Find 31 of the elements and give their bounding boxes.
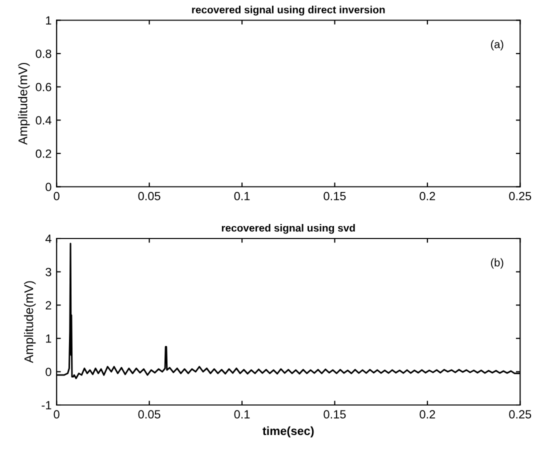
- x-tick-label: 0.25: [509, 410, 532, 419]
- y-tick-label: 0: [46, 182, 52, 192]
- y-axis-title: Amplitude(mV): [24, 281, 36, 364]
- x-tick-label: 0: [54, 192, 60, 200]
- y-tick-label: 2: [46, 301, 52, 310]
- x-tick-label: 0.2: [420, 192, 436, 200]
- x-tick-label: 0.25: [509, 192, 532, 200]
- x-tick-label: 0.05: [138, 192, 160, 200]
- y-tick-label: -1: [42, 401, 52, 410]
- x-axis-title: time(sec): [262, 426, 314, 438]
- y-tick-label: 1: [46, 334, 52, 343]
- x-tick-label: 0.15: [324, 192, 346, 200]
- y-axis-title: Amplitude(mV): [18, 62, 30, 145]
- y-tick-label: 4: [45, 234, 52, 243]
- annotation: (a): [491, 40, 504, 50]
- y-tick-label: 0.2: [36, 149, 52, 158]
- x-tick-label: 0.1: [234, 410, 250, 419]
- y-tick-label: 3: [46, 268, 52, 276]
- x-tick-label: 0.2: [420, 410, 436, 419]
- y-tick-label: 1: [46, 16, 52, 25]
- chart-title: recovered signal using svd: [222, 224, 355, 234]
- y-tick-label: 0.8: [36, 50, 52, 58]
- y-tick-label: 0.4: [36, 116, 52, 125]
- y-tick-label: 0.6: [36, 82, 52, 92]
- annotation: (b): [491, 258, 504, 269]
- x-tick-label: 0: [54, 410, 60, 419]
- x-tick-label: 0.1: [234, 192, 250, 200]
- x-tick-label: 0.05: [138, 410, 160, 419]
- x-tick-label: 0.15: [324, 410, 346, 419]
- chart-title: recovered signal using direct inversion: [192, 6, 385, 16]
- y-tick-label: 0: [46, 368, 52, 376]
